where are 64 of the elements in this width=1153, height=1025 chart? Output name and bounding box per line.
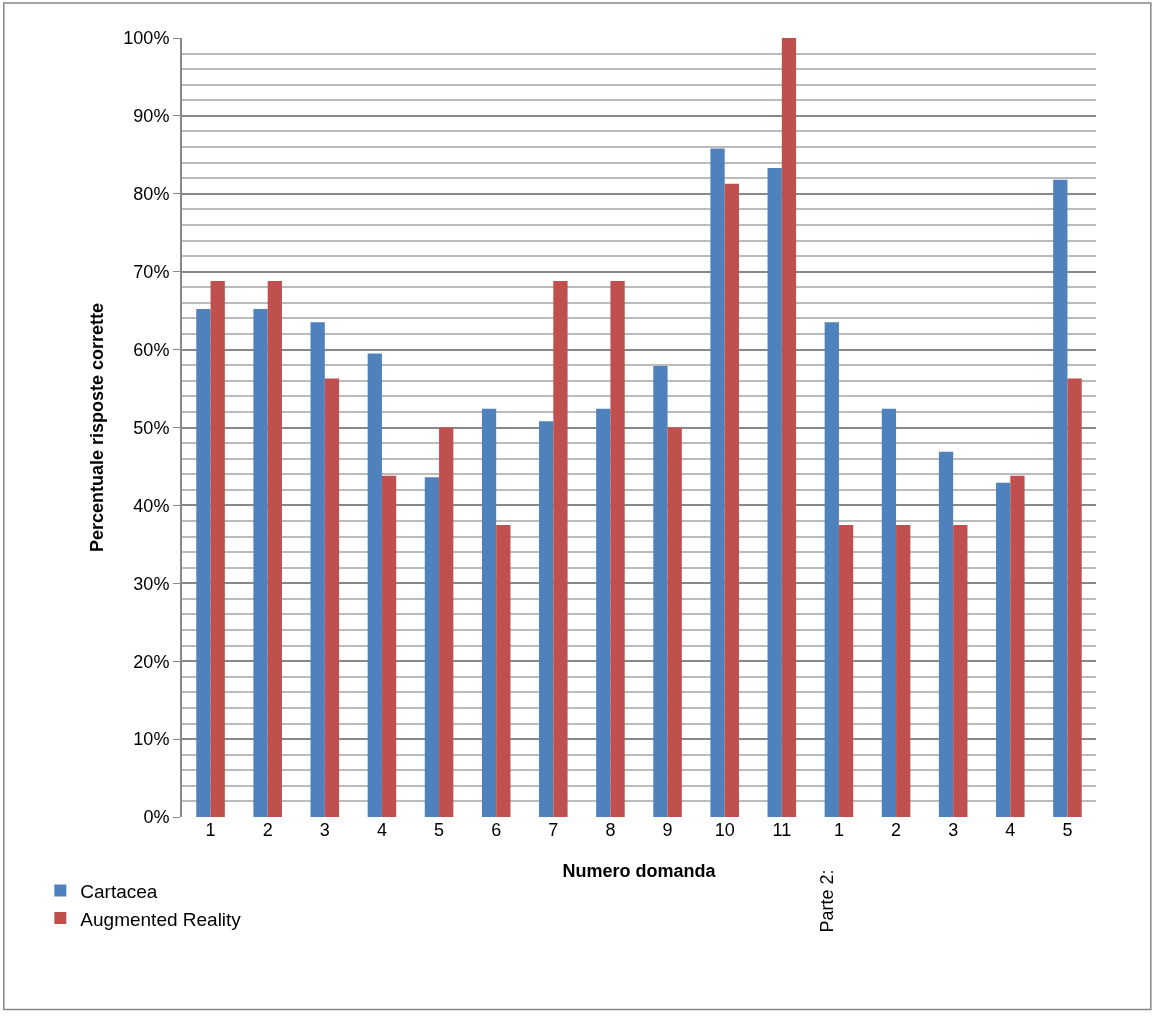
bar: [267, 281, 282, 817]
y-tick-label: 30%: [133, 573, 170, 594]
bar: [553, 281, 568, 817]
bar: [1067, 378, 1082, 817]
legend-label: Augmented Reality: [80, 908, 242, 930]
x-axis-title: Numero domanda: [562, 861, 717, 882]
x-tick-label: 6: [491, 820, 502, 840]
x-tick-label: 2: [262, 820, 273, 840]
x-tick-label: 3: [319, 820, 330, 840]
bar: [481, 408, 497, 817]
bar: [767, 168, 782, 817]
bar: [367, 353, 382, 817]
x-tick-label: 1: [205, 820, 216, 840]
text: Parte 2:: [817, 869, 838, 933]
bar: [724, 183, 739, 817]
y-tick-label: 10%: [133, 729, 170, 750]
bar: [953, 524, 968, 817]
bar: [1010, 475, 1025, 817]
bar: [781, 38, 797, 817]
x-tick-label: 5: [434, 820, 445, 840]
y-tick-label: 60%: [133, 339, 170, 360]
bar: [938, 451, 954, 817]
bar: [1053, 179, 1068, 817]
bar: [439, 427, 454, 817]
y-tick-label: 100%: [123, 28, 170, 49]
y-tick-label: 80%: [133, 184, 170, 205]
x-tick-label: 11: [772, 820, 792, 840]
x-tick-label: 9: [662, 820, 673, 840]
bar: [253, 309, 268, 817]
bar: [896, 524, 911, 817]
bar: [196, 309, 211, 817]
y-axis-title: Percentuale risposte corrette: [87, 302, 108, 553]
bar: [310, 322, 325, 817]
bar: [610, 281, 625, 817]
y-tick-label: 20%: [133, 651, 170, 672]
bar: [653, 365, 668, 817]
x-tick-label: 1: [833, 820, 844, 840]
y-tick-label: 0%: [143, 807, 170, 828]
bar: [424, 477, 440, 817]
x-tick-label: 3: [948, 820, 959, 840]
bar: [996, 482, 1011, 817]
y-tick-label: 90%: [133, 106, 170, 127]
bar: [881, 408, 897, 817]
legend-label: Cartacea: [80, 880, 158, 902]
bar: [838, 524, 854, 817]
bar: [667, 427, 682, 817]
x-tick-label: 4: [376, 820, 387, 840]
bar: [496, 524, 511, 817]
y-tick-label: 70%: [133, 262, 170, 282]
bar: [596, 408, 611, 817]
x-tick-label: 2: [891, 820, 902, 840]
x-tick-label: 7: [548, 820, 559, 840]
bar: [824, 322, 839, 817]
x-tick-label: 10: [714, 820, 735, 840]
y-tick-label: 40%: [133, 495, 170, 516]
y-tick-label: 50%: [133, 417, 170, 438]
bar: [381, 475, 397, 817]
bar: [324, 378, 340, 817]
x-tick-label: 4: [1005, 820, 1016, 840]
x-tick-label: 8: [605, 820, 616, 840]
bar: [210, 281, 225, 817]
x-tick-label: 5: [1062, 820, 1073, 840]
bar: [710, 148, 725, 817]
bar: [539, 421, 554, 817]
